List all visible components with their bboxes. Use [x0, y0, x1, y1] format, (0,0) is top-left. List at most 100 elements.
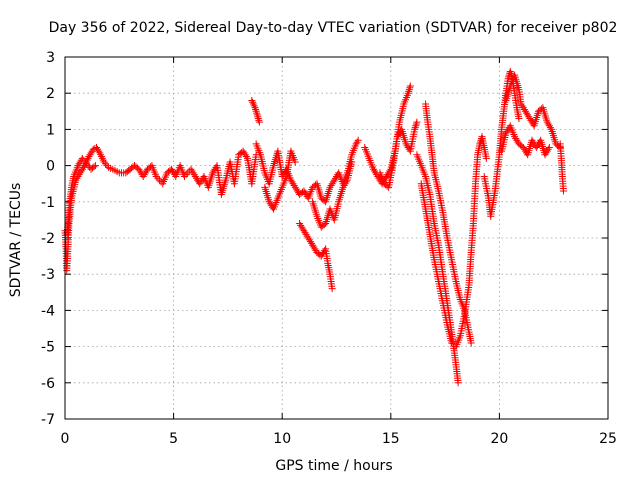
data-point [298, 223, 306, 231]
data-point [77, 167, 85, 175]
data-point [545, 122, 553, 130]
data-point [454, 379, 462, 387]
data-point [97, 153, 105, 161]
data-point [167, 165, 175, 173]
data-point [533, 142, 541, 150]
data-point [406, 84, 414, 92]
data-point [293, 187, 301, 195]
tick-labels: 0 5 10 15 20 25 -7 -6 -5 -4 -3 -2 -1 0 1 2 3 [41, 50, 617, 447]
data-point [154, 174, 162, 182]
data-point [84, 162, 92, 170]
x-tick-label: 10 [273, 431, 291, 447]
data-point [329, 178, 337, 186]
data-point [189, 169, 197, 177]
y-tick-label: -1 [41, 195, 55, 211]
data-point [306, 238, 314, 246]
data-point [369, 165, 377, 173]
data-point [406, 82, 414, 90]
data-point [467, 339, 475, 347]
data-point [541, 151, 549, 159]
data-point [327, 182, 335, 190]
data-point [371, 167, 379, 175]
data-point [507, 69, 515, 77]
data-point [518, 102, 526, 110]
data-point [515, 115, 523, 123]
data-point [300, 227, 308, 235]
data-point [191, 172, 199, 180]
y-tick-label: -3 [41, 267, 55, 283]
data-point [525, 113, 533, 121]
data-point [240, 149, 248, 157]
data-point [212, 163, 220, 171]
data-point [512, 134, 520, 142]
grid [65, 57, 608, 419]
data-point [86, 151, 94, 159]
data-point [524, 111, 532, 119]
data-point [311, 245, 319, 253]
y-tick-label: 2 [46, 86, 55, 102]
data-point [255, 118, 263, 126]
data-point [308, 239, 316, 247]
y-axis-label: SDTVAR / TECUs [8, 183, 24, 298]
data-point [253, 109, 261, 117]
data-point [136, 167, 144, 175]
data-point [86, 163, 94, 171]
data-point [394, 131, 402, 139]
data-point [353, 138, 361, 146]
data-point [326, 183, 334, 191]
data-point [404, 89, 412, 97]
data-point [251, 104, 259, 112]
data-point [382, 172, 390, 180]
y-tick-label: -7 [41, 412, 55, 428]
data-point [197, 178, 205, 186]
data-points [61, 67, 567, 387]
data-point [255, 116, 263, 124]
data-point [342, 178, 350, 186]
data-point [95, 147, 103, 155]
data-point [546, 124, 554, 132]
data-point [301, 229, 309, 237]
data-point [304, 234, 312, 242]
data-point [141, 169, 149, 177]
y-tick-label: 0 [46, 159, 55, 175]
data-point [544, 120, 552, 128]
data-point [90, 163, 98, 171]
data-point [102, 160, 110, 168]
y-tick-label: -4 [41, 303, 55, 319]
data-point [250, 102, 258, 110]
data-point [559, 187, 567, 195]
data-point [91, 162, 99, 170]
data-point [374, 172, 382, 180]
data-point [187, 165, 195, 173]
data-point [78, 165, 86, 173]
data-point [448, 339, 456, 347]
data-point [292, 185, 300, 193]
data-point [297, 221, 305, 229]
data-point [74, 162, 82, 170]
data-point [393, 133, 401, 141]
data-point [289, 180, 297, 188]
data-point [239, 147, 247, 155]
data-point [78, 154, 86, 162]
data-point [288, 178, 296, 186]
x-tick-label: 15 [382, 431, 400, 447]
data-point [331, 174, 339, 182]
data-point [523, 109, 531, 117]
data-point [291, 183, 299, 191]
data-point [180, 172, 188, 180]
data-point [83, 160, 91, 168]
plot-frame [64, 56, 609, 420]
data-point [98, 154, 106, 162]
data-point [94, 145, 102, 153]
data-point [529, 138, 537, 146]
data-point [519, 104, 527, 112]
data-point [299, 225, 307, 233]
data-point [196, 180, 204, 188]
data-point [532, 144, 540, 151]
data-point [545, 144, 553, 151]
data-point [405, 86, 413, 94]
data-point [303, 232, 311, 240]
data-point [502, 129, 510, 137]
data-point [340, 182, 348, 190]
data-point [413, 118, 421, 126]
